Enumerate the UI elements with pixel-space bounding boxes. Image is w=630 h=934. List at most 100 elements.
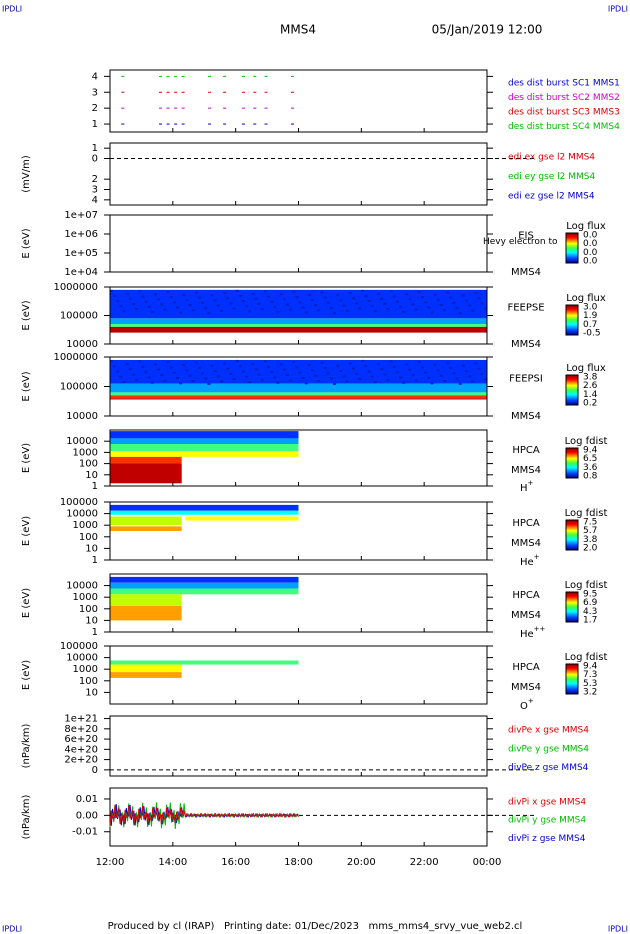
legend-entry: des dist burst SC1 MMS1 — [508, 79, 620, 89]
instrument-label: HPCA — [512, 662, 540, 673]
spectrogram-cell — [110, 395, 487, 399]
spectrogram-speck — [210, 364, 214, 367]
spectrogram-speck — [383, 302, 387, 305]
spectrogram-speck — [392, 295, 396, 298]
spectrogram-speck — [235, 359, 239, 362]
spectrogram-speck — [367, 370, 371, 373]
spectrogram-speck — [147, 305, 151, 308]
spectrogram-cell — [110, 392, 487, 396]
panel-frame — [109, 142, 488, 206]
y-tick-label: 100000 — [60, 311, 98, 322]
spectrogram-speck — [113, 294, 117, 297]
panel-frame — [109, 69, 488, 133]
spectrogram-speck — [408, 368, 412, 371]
colorbar-label: 3.0 — [583, 303, 598, 313]
colorbar-label: 0.0 — [583, 239, 598, 249]
spectrogram-speck — [232, 378, 236, 381]
spacecraft-label: MMS4 — [511, 610, 541, 621]
y-tick-label: 1e+06 — [64, 229, 98, 240]
y-axis-label: E (eV) — [21, 300, 32, 330]
colorbar-title: Log fdist — [565, 436, 608, 447]
spectrogram-speck — [320, 361, 324, 364]
y-tick-label: 100000 — [60, 497, 98, 508]
spectrogram-speck — [333, 382, 337, 385]
legend-entry: divPe z gse MMS4 — [508, 763, 589, 773]
species-label: H+ — [520, 479, 534, 494]
y-tick-label: 3 — [92, 87, 98, 98]
spectrogram-speck — [191, 380, 195, 383]
spectrogram-speck — [185, 298, 189, 301]
spectrogram-speck — [298, 371, 302, 374]
spectrogram-speck — [292, 361, 296, 364]
corner-mark: IPDLI — [2, 925, 22, 934]
spectrogram-speck — [153, 293, 157, 296]
colorbar-label: 3.8 — [583, 535, 598, 545]
spectrogram-cell — [185, 516, 299, 521]
legend-entry: divPe y gse MMS4 — [508, 744, 589, 754]
spectrogram-speck — [446, 361, 450, 364]
y-tick-label: 100 — [79, 676, 98, 687]
spectrogram-speck — [433, 364, 437, 367]
spectrogram-speck — [449, 296, 453, 299]
spectrogram-speck — [166, 361, 170, 364]
spectrogram-speck — [191, 309, 195, 312]
spectrogram-speck — [289, 308, 293, 311]
spectrogram-speck — [424, 371, 428, 374]
spectrogram-speck — [395, 300, 399, 303]
y-axis-label: (nPa/km) — [21, 795, 32, 840]
instrument-label: HPCA — [512, 518, 540, 529]
spectrogram-speck — [317, 380, 321, 383]
species-name: He — [520, 629, 534, 640]
y-tick-label: 0 — [92, 154, 98, 165]
y-tick-label: 1 — [92, 143, 98, 154]
spectrogram-speck — [216, 375, 220, 378]
spectrogram-speck — [241, 300, 245, 303]
y-tick-label: 10000 — [66, 653, 98, 664]
spectrogram-speck — [377, 292, 381, 295]
spectrogram-speck — [131, 373, 135, 376]
y-tick-label: 100 — [79, 604, 98, 615]
colorbar-label: 1.7 — [583, 616, 597, 626]
spectrogram-speck — [110, 289, 113, 292]
legend-entry: des dist burst SC2 MMS2 — [508, 93, 620, 103]
spectrogram-speck — [307, 293, 311, 296]
spectrogram-speck — [430, 382, 434, 385]
spectrogram-speck — [188, 304, 192, 307]
y-tick-label: 100 — [79, 532, 98, 543]
spectrogram-speck — [389, 290, 393, 293]
spectrogram-speck — [421, 296, 425, 299]
spectrogram-speck — [295, 296, 299, 299]
spectrogram-speck — [307, 364, 311, 367]
spectrogram-speck — [138, 290, 142, 293]
colorbar-title: Log flux — [566, 363, 606, 374]
spectrogram-speck — [317, 309, 321, 312]
spectrogram-speck — [238, 294, 242, 297]
spectrogram-speck — [414, 308, 418, 311]
colorbar-label: 9.5 — [583, 590, 597, 600]
y-tick-label: 3 — [92, 185, 98, 196]
y-tick-label: 100000 — [60, 641, 98, 652]
species-name: He — [520, 557, 534, 568]
y-tick-label: 4 — [92, 195, 98, 206]
spectrogram-speck — [455, 377, 459, 380]
spectrogram-speck — [311, 369, 315, 372]
spectrogram-speck — [461, 294, 465, 297]
spectrogram-speck — [292, 290, 296, 293]
spectrogram-cell — [110, 594, 182, 606]
spectrogram-speck — [188, 374, 192, 377]
spectrogram-speck — [383, 373, 387, 376]
spectrogram-speck — [471, 380, 475, 383]
spectrogram-speck — [113, 365, 117, 368]
spectrogram-speck — [443, 380, 447, 383]
species-charge: + — [528, 479, 534, 487]
spectrogram-speck — [326, 301, 330, 304]
spectrogram-speck — [179, 311, 183, 314]
colorbar-label: 2.0 — [583, 544, 598, 554]
spectrogram-speck — [477, 367, 481, 370]
y-tick-label: 2e+20 — [64, 755, 98, 766]
spectrogram-speck — [477, 297, 481, 300]
y-tick-label: -0.01 — [72, 827, 98, 838]
spectrogram-speck — [465, 369, 469, 372]
colorbar-label: 6.5 — [583, 454, 597, 464]
spectrogram-speck — [320, 291, 324, 294]
